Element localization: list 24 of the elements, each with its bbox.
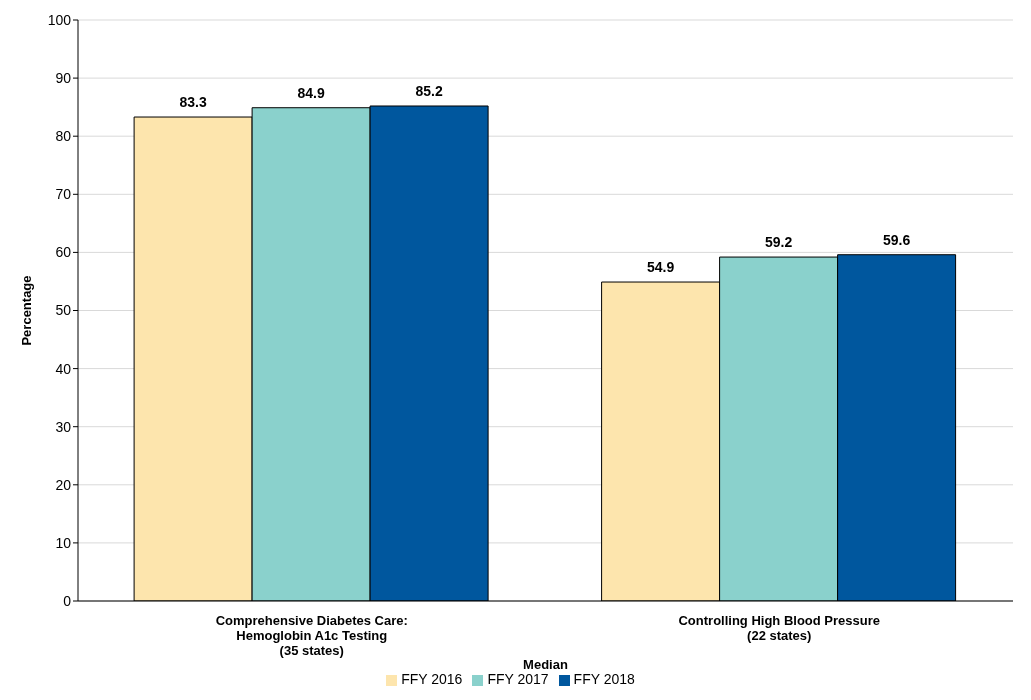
y-tick-label: 90 — [55, 70, 72, 87]
data-label: 54.9 — [646, 259, 675, 276]
y-tick-label: 40 — [55, 360, 72, 377]
y-tick-label: 20 — [55, 476, 72, 493]
data-label: 84.9 — [297, 84, 325, 101]
y-tick-label: 10 — [55, 534, 72, 551]
data-label: 59.2 — [764, 234, 793, 251]
y-tick-label: 70 — [55, 186, 72, 203]
legend-label: FFY 2018 — [573, 671, 635, 687]
y-tick-label: 80 — [55, 128, 72, 145]
data-label: 59.6 — [882, 231, 911, 248]
x-tick-label: Controlling High Blood Pressure (22 states) — [678, 613, 881, 643]
x-axis-title: Median — [523, 657, 568, 672]
legend-label: FFY 2017 — [487, 671, 549, 687]
y-tick-label: 30 — [55, 418, 72, 435]
y-tick-label: 0 — [63, 592, 72, 609]
legend-label: FFY 2016 — [401, 671, 463, 687]
y-tick-label: 100 — [47, 11, 72, 28]
y-tick-label: 50 — [55, 302, 72, 319]
data-label: 83.3 — [179, 94, 207, 111]
y-tick-label: 60 — [55, 244, 72, 261]
y-axis-title: Percentage — [18, 275, 34, 346]
x-tick-label: Comprehensive Diabetes Care: Hemoglobin A1c Testing (35 states) — [215, 613, 408, 658]
data-label: 85.2 — [415, 82, 443, 99]
